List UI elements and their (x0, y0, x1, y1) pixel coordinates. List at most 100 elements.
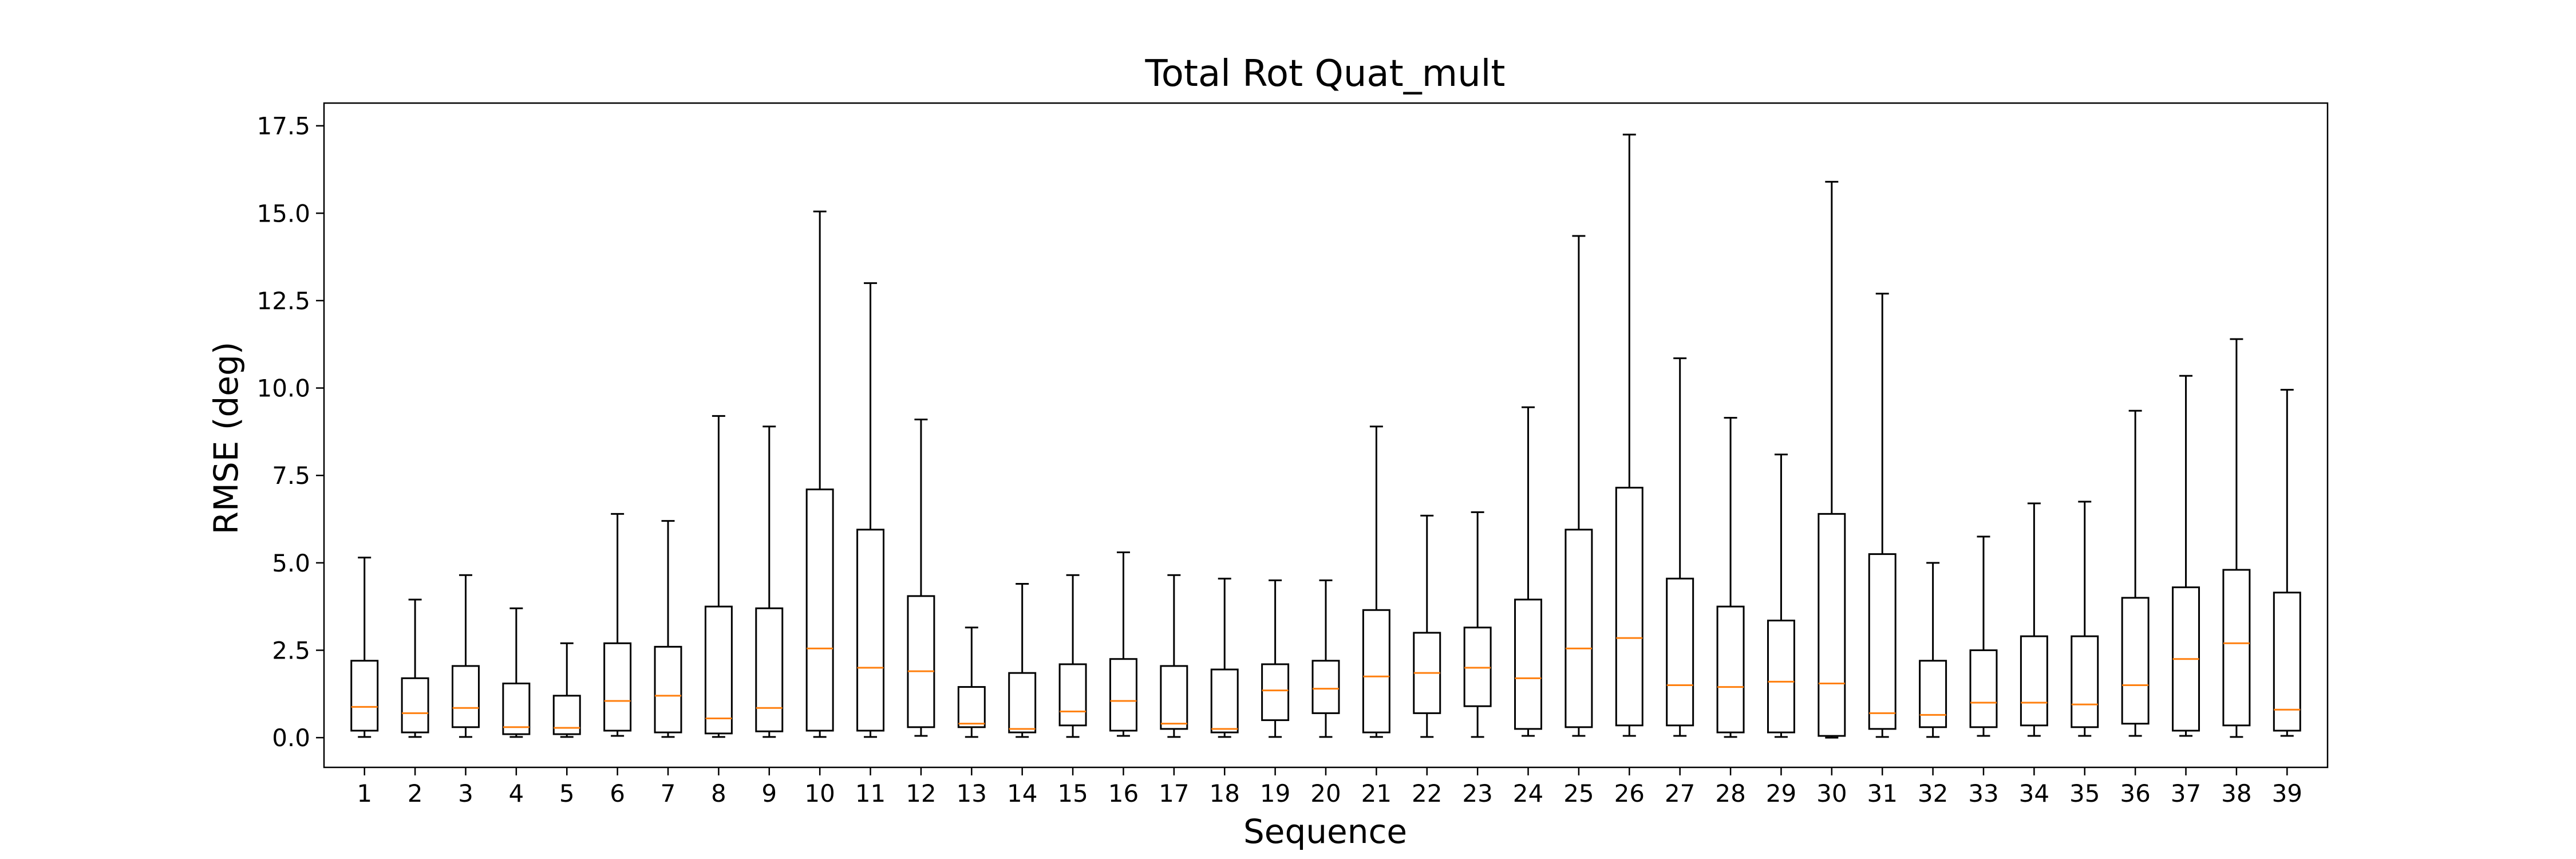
iqr-box (1716, 605, 1745, 734)
box-sequence-15 (1058, 574, 1087, 738)
iqr-box (350, 660, 379, 732)
x-tick-label: 33 (1968, 779, 1998, 807)
x-tick-label: 18 (1210, 779, 1240, 807)
x-tick-label: 20 (1310, 779, 1341, 807)
box-sequence-34 (2020, 502, 2048, 737)
iqr-box (1868, 553, 1897, 730)
x-tick-label: 7 (661, 779, 676, 807)
x-tick-label: 13 (957, 779, 987, 807)
iqr-box (704, 605, 733, 735)
x-tick-label: 16 (1108, 779, 1139, 807)
x-tick-label: 11 (855, 779, 886, 807)
iqr-box (957, 686, 986, 728)
x-tick-label: 30 (1816, 779, 1847, 807)
box-sequence-18 (1210, 577, 1239, 738)
box-sequence-11 (856, 282, 885, 738)
x-tick-label: 1 (357, 779, 372, 807)
chart-title: Total Rot Quat_mult (1144, 53, 1505, 95)
x-tick-label: 36 (2120, 779, 2150, 807)
x-tick-label: 28 (1715, 779, 1745, 807)
y-tick-label: 7.5 (272, 462, 310, 490)
x-tick-label: 35 (2069, 779, 2100, 807)
iqr-box (2020, 635, 2048, 727)
iqr-box (1261, 663, 1290, 722)
x-tick-label: 21 (1361, 779, 1392, 807)
y-axis: 0.0 2.5 5.0 7.5 10.0 12.5 15.0 17.5 (256, 112, 324, 752)
y-tick-label: 17.5 (256, 112, 310, 140)
box-sequence-39 (2273, 389, 2301, 737)
x-tick-label: 4 (508, 779, 524, 807)
x-tick-label: 12 (906, 779, 936, 807)
box-sequence-9 (755, 425, 784, 738)
box-sequence-21 (1362, 425, 1390, 738)
x-tick-label: 27 (1665, 779, 1695, 807)
iqr-box (1008, 672, 1037, 734)
box-sequence-2 (401, 598, 429, 738)
iqr-box (603, 642, 632, 732)
y-tick-label: 5.0 (272, 549, 310, 577)
iqr-box (1615, 487, 1643, 727)
x-tick-label: 34 (2019, 779, 2049, 807)
iqr-box (502, 682, 531, 735)
box-sequence-24 (1514, 406, 1543, 737)
box-sequence-28 (1716, 416, 1745, 738)
x-axis-label: Sequence (1243, 812, 1407, 851)
box-sequence-38 (2222, 338, 2251, 738)
box-sequence-22 (1413, 514, 1441, 738)
x-tick-label: 15 (1057, 779, 1088, 807)
box-sequence-8 (704, 415, 733, 738)
x-tick-label: 25 (1563, 779, 1594, 807)
x-tick-label: 32 (1918, 779, 1948, 807)
iqr-box (2121, 597, 2150, 725)
box-sequence-29 (1767, 454, 1795, 738)
iqr-box (1969, 649, 1998, 728)
box-sequence-31 (1868, 293, 1897, 738)
box-sequence-37 (2172, 375, 2200, 737)
box-sequence-30 (1818, 180, 1846, 739)
x-tick-label: 26 (1614, 779, 1645, 807)
box-sequence-23 (1463, 511, 1492, 738)
x-tick-label: 38 (2221, 779, 2251, 807)
iqr-box (1210, 668, 1239, 734)
y-tick-label: 10.0 (256, 375, 310, 403)
x-tick-label: 14 (1007, 779, 1037, 807)
iqr-box (401, 677, 429, 734)
y-axis-label: RMSE (deg) (207, 342, 246, 535)
iqr-box (2222, 569, 2251, 727)
x-tick-label: 10 (804, 779, 835, 807)
x-tick-label: 39 (2272, 779, 2302, 807)
box-sequence-12 (907, 419, 935, 737)
x-tick-label: 23 (1462, 779, 1492, 807)
y-tick-label: 0.0 (272, 724, 310, 752)
x-tick-label: 17 (1159, 779, 1189, 807)
box-sequence-20 (1311, 579, 1340, 738)
x-tick-label: 31 (1867, 779, 1897, 807)
plot-marks (350, 133, 2301, 739)
box-sequence-14 (1008, 582, 1037, 738)
plot-area-frame (323, 102, 2329, 769)
box-sequence-4 (502, 607, 531, 738)
box-sequence-35 (2071, 501, 2099, 737)
iqr-box (1058, 663, 1087, 727)
iqr-box (552, 695, 581, 735)
box-sequence-32 (1919, 562, 1947, 738)
box-sequence-7 (654, 520, 682, 738)
iqr-box (1666, 577, 1694, 727)
x-tick-label: 29 (1766, 779, 1796, 807)
box-sequence-19 (1261, 579, 1290, 738)
x-tick-label: 5 (559, 779, 575, 807)
iqr-box (755, 607, 784, 732)
x-tick-label: 22 (1412, 779, 1442, 807)
x-tick-label: 24 (1513, 779, 1543, 807)
iqr-box (1311, 660, 1340, 714)
iqr-box (1564, 529, 1593, 728)
box-sequence-27 (1666, 357, 1694, 737)
iqr-box (1514, 598, 1543, 730)
x-tick-label: 2 (408, 779, 423, 807)
iqr-box (1463, 626, 1492, 707)
box-sequence-10 (805, 210, 834, 738)
iqr-box (856, 529, 885, 732)
y-tick-label: 15.0 (256, 199, 310, 227)
iqr-box (451, 665, 480, 728)
